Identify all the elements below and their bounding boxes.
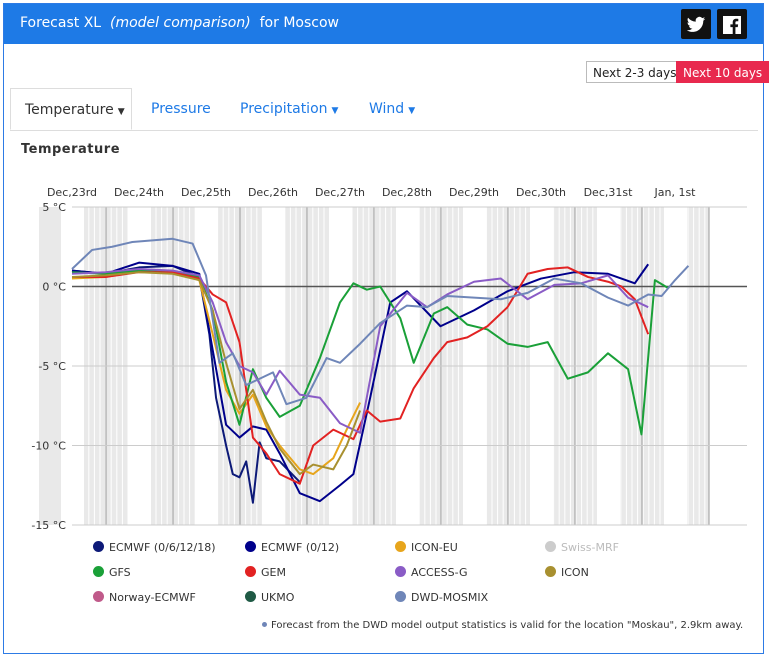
legend-dot-icon — [545, 566, 556, 577]
footnote-text: Forecast from the DWD model output stati… — [271, 620, 744, 631]
caret-down-icon: ▼ — [408, 106, 416, 116]
caret-down-icon: ▼ — [117, 107, 125, 117]
tab-wind-label: Wind — [369, 101, 405, 117]
x-tick-label: Dec,24th — [114, 186, 164, 199]
legend-item[interactable]: Swiss-MRF — [545, 541, 619, 554]
x-tick-label: Dec,26th — [248, 186, 298, 199]
series-line-icon — [71, 271, 362, 476]
legend-dot-icon — [245, 541, 256, 552]
legend-item[interactable]: GEM — [245, 566, 286, 579]
x-tick-label: Dec,25th — [181, 186, 231, 199]
x-tick-label: Jan, 1st — [654, 186, 697, 199]
legend-dot-icon — [245, 566, 256, 577]
tab-pressure-label: Pressure — [151, 101, 211, 117]
legend-dot-icon — [545, 541, 556, 552]
legend-item[interactable]: ICON-EU — [395, 541, 458, 554]
title-italic: (model comparison) — [110, 15, 251, 31]
night-band — [39, 207, 61, 525]
legend-item[interactable]: Norway-ECMWF — [93, 591, 196, 604]
facebook-icon — [723, 15, 741, 34]
tab-wind[interactable]: Wind ▼ — [369, 88, 415, 130]
legend-label: UKMO — [261, 591, 295, 604]
series-line-access-g — [71, 268, 649, 434]
legend-item[interactable]: ICON — [545, 566, 589, 579]
legend-label: ECMWF (0/12) — [261, 541, 340, 554]
twitter-share-button[interactable] — [681, 9, 711, 39]
x-tick-label: Dec,31st — [584, 186, 634, 199]
legend-dot-icon — [245, 591, 256, 602]
legend-label: GEM — [261, 566, 286, 579]
next-2-3-days-button[interactable]: Next 2-3 days — [586, 61, 684, 83]
legend-dot-icon — [93, 541, 104, 552]
caret-down-icon: ▼ — [331, 106, 339, 116]
tab-temperature[interactable]: Temperature ▼ — [10, 88, 132, 130]
legend-label: Swiss-MRF — [561, 541, 619, 554]
chart-title: Temperature — [21, 142, 121, 157]
legend-label: ACCESS-G — [411, 566, 468, 579]
legend-dot-icon — [395, 591, 406, 602]
bullet-icon — [262, 622, 267, 627]
header-bar: Forecast XL (model comparison) for Mosco… — [4, 4, 763, 44]
legend-item[interactable]: DWD-MOSMIX — [395, 591, 488, 604]
legend-item[interactable]: ECMWF (0/6/12/18) — [93, 541, 216, 554]
x-tick-label: Dec,29th — [449, 186, 499, 199]
series-line-gem — [72, 266, 650, 485]
title-location: for Moscow — [259, 15, 339, 31]
x-tick-label: Dec,27th — [315, 186, 365, 199]
series-line-dwd-mosmix — [71, 237, 690, 406]
legend-item[interactable]: ACCESS-G — [395, 566, 468, 579]
legend-item[interactable]: GFS — [93, 566, 131, 579]
title-main: Forecast XL — [20, 15, 102, 31]
legend-dot-icon — [93, 591, 104, 602]
legend-label: DWD-MOSMIX — [411, 591, 489, 604]
y-tick-label: 0 °C — [42, 281, 66, 294]
series-line-gfs — [71, 269, 669, 436]
facebook-share-button[interactable] — [717, 9, 747, 39]
tab-bar: Temperature ▼ Pressure Precipitation ▼ Win… — [10, 88, 758, 131]
legend-label: ECMWF (0/6/12/18) — [109, 541, 216, 554]
y-tick-label: -5 °C — [38, 360, 66, 373]
page-title: Forecast XL (model comparison) for Mosco… — [20, 15, 339, 31]
legend-label: ICON-EU — [411, 541, 458, 554]
tab-precipitation-label: Precipitation — [240, 101, 328, 117]
legend-item[interactable]: ECMWF (0/12) — [245, 541, 339, 554]
legend-dot-icon — [395, 566, 406, 577]
x-tick-label: Dec,30th — [516, 186, 566, 199]
y-tick-label: -10 °C — [31, 440, 66, 453]
tab-temperature-label: Temperature — [25, 102, 114, 118]
x-tick-label: Dec,28th — [382, 186, 432, 199]
y-tick-label: -15 °C — [31, 519, 66, 532]
twitter-icon — [686, 16, 706, 32]
legend-dot-icon — [93, 566, 104, 577]
x-tick-label: Dec,23rd — [47, 186, 97, 199]
footnote: Forecast from the DWD model output stati… — [262, 620, 743, 631]
legend-item[interactable]: UKMO — [245, 591, 294, 604]
tab-pressure[interactable]: Pressure — [151, 88, 211, 130]
legend-label: ICON — [561, 566, 589, 579]
tab-precipitation[interactable]: Precipitation ▼ — [240, 88, 338, 130]
legend-label: GFS — [109, 566, 131, 579]
legend-dot-icon — [395, 541, 406, 552]
legend-label: Norway-ECMWF — [109, 591, 196, 604]
y-tick-label: 5 °C — [42, 201, 66, 214]
